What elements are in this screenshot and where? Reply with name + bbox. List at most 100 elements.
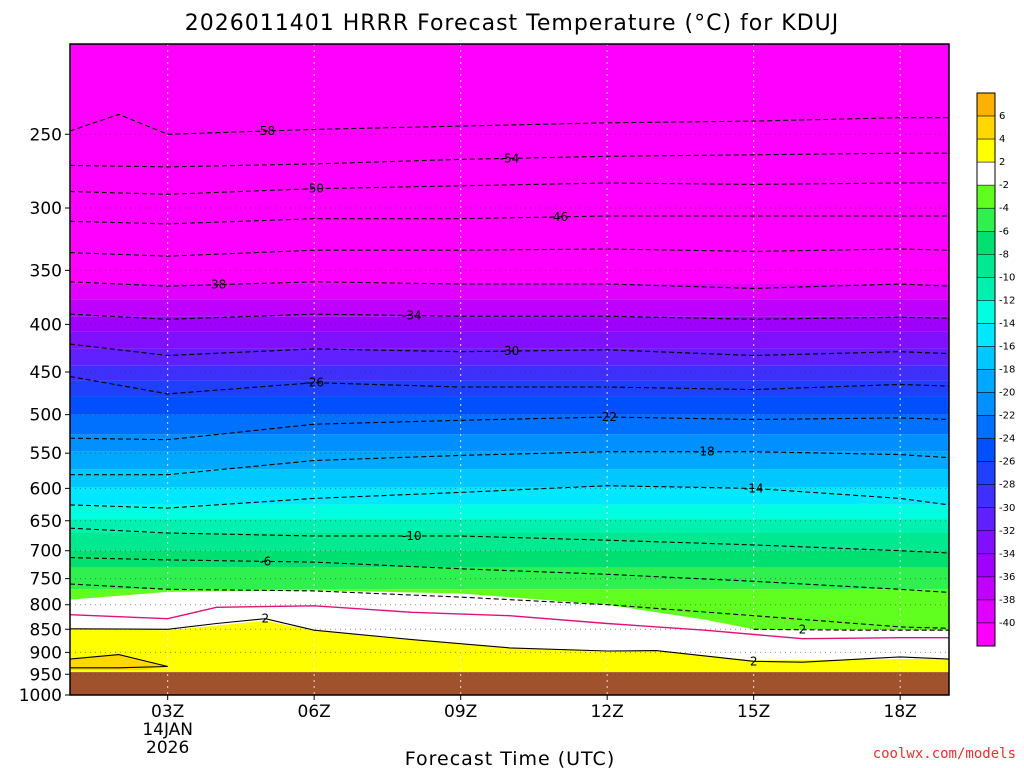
colorbar-label: -6	[999, 226, 1009, 237]
colorbar-legend: 6 4 2 -2 -4 -6 -8 -10 -12 -14 -16 -18 -20 -22 -24 -26 -2…	[976, 92, 1015, 647]
temp-band-8	[70, 396, 949, 415]
contour-line--54	[69, 152, 949, 168]
contour-label: -38	[207, 278, 227, 292]
x-tick-label: 12Z	[591, 702, 624, 722]
grid-layer	[70, 44, 949, 696]
temp-band-2	[70, 299, 949, 317]
contour-label: -46	[549, 210, 569, 224]
colorbar-label: 4	[999, 134, 1005, 145]
y-tick-label: 700	[30, 542, 62, 562]
warm-surface-region	[70, 620, 949, 673]
colorbar-swatch	[976, 599, 996, 624]
contour-label: 2	[262, 612, 270, 626]
colorbar-label: -20	[999, 388, 1015, 399]
y-tick-label: 300	[30, 199, 62, 219]
temp-band-11	[70, 451, 949, 470]
colorbar-label: 6	[999, 111, 1005, 122]
y-tick-label: 500	[30, 406, 62, 426]
x-tick-sublabel: 14JAN	[142, 720, 193, 740]
temp-band-18	[70, 567, 949, 590]
y-tick-label: 750	[30, 570, 62, 590]
contour-label: -50	[304, 182, 324, 196]
warmest-surface-pocket	[70, 654, 168, 670]
temperature-fill-layer	[70, 44, 949, 673]
chart-title: 2026011401 HRRR Forecast Temperature (°C…	[185, 11, 840, 36]
colorbar-swatch	[976, 346, 996, 370]
y-tick-label: 450	[30, 363, 62, 383]
colorbar-label: -32	[999, 526, 1015, 537]
colorbar-swatch	[976, 323, 996, 347]
y-tick-label: 650	[30, 512, 62, 532]
ground-terrain	[70, 672, 949, 695]
colorbar-label: -14	[999, 318, 1015, 329]
colorbar-swatch	[976, 576, 996, 601]
colorbar-swatch	[976, 553, 996, 578]
y-tick-label: 900	[30, 643, 62, 663]
near-freezing-region	[70, 590, 949, 661]
contour-line--50	[69, 182, 949, 195]
colorbar-label: -8	[999, 249, 1009, 260]
contour-line-0	[69, 605, 949, 640]
contour-label: -10	[402, 529, 422, 543]
colorbar-swatch	[976, 161, 996, 186]
contour-line-2	[753, 628, 949, 631]
contour-labels: -58 -54 -50 -46 -38 -34 -30 -26 -22 -18 -14 -10 -6 2 2…	[207, 124, 807, 668]
colorbar-label: -26	[999, 457, 1015, 468]
contour-line--2	[69, 583, 950, 629]
y-tick-label: 350	[30, 261, 62, 281]
colorbar-label: -2	[999, 180, 1009, 191]
colorbar-swatch	[976, 622, 996, 647]
colorbar-label: -34	[999, 549, 1015, 560]
contour-line--30	[69, 343, 950, 357]
y-tick-label: 550	[30, 444, 62, 464]
colorbar-swatch	[976, 300, 996, 324]
colorbar-label: -38	[999, 595, 1015, 606]
y-axis: 250 300 350 400 450 500 550 600 650 700 750 800 850 9…	[19, 125, 70, 706]
temp-band-17	[70, 550, 949, 568]
y-tick-label: 400	[30, 315, 62, 335]
contour-line--14	[69, 485, 950, 509]
contour-label: -6	[259, 554, 271, 568]
cold-low-level-region	[607, 599, 949, 631]
colorbar-swatch	[976, 207, 996, 232]
colorbar-swatch	[976, 369, 996, 393]
colorbar-label: -10	[999, 272, 1015, 283]
contour-line-2	[69, 618, 950, 663]
colorbar-swatch	[976, 92, 996, 117]
temp-band-15	[70, 519, 949, 534]
contour-layer	[69, 113, 950, 669]
x-tick-label: 09Z	[444, 702, 477, 722]
plot-frame	[69, 43, 950, 696]
temp-band-14	[70, 504, 949, 520]
colorbar-swatch	[976, 530, 996, 555]
y-tick-label: 950	[30, 665, 62, 685]
x-tick-label: 06Z	[298, 702, 331, 722]
colorbar-swatch	[976, 277, 996, 301]
contour-label: 2	[750, 654, 758, 668]
colorbar-label: 2	[999, 157, 1005, 168]
temp-band-12	[70, 469, 949, 488]
colorbar-label: -40	[999, 618, 1015, 629]
colorbar-label: -12	[999, 295, 1015, 306]
colorbar-swatch	[976, 254, 996, 278]
contour-line--34	[69, 313, 950, 320]
contour-label: -54	[500, 151, 520, 165]
colorbar-label: -16	[999, 341, 1015, 352]
colorbar-swatch	[976, 115, 996, 140]
x-tick-label: 03Z	[151, 702, 184, 722]
watermark-url[interactable]: coolwx.com/models	[873, 746, 1016, 762]
y-tick-label: 600	[30, 479, 62, 499]
colorbar-swatch	[976, 231, 996, 255]
contour-label: -22	[597, 410, 617, 424]
colorbar-frame	[976, 92, 996, 647]
contour-label: -34	[402, 309, 422, 323]
contour-line--6	[69, 557, 950, 593]
y-tick-label: 850	[30, 620, 62, 640]
y-tick-label: 250	[30, 125, 62, 145]
contour-label: -26	[304, 376, 324, 390]
contour-line--38	[69, 281, 950, 289]
temp-band-5	[70, 348, 949, 366]
contour-label: -18	[695, 445, 715, 459]
contour-line--10	[69, 527, 950, 554]
